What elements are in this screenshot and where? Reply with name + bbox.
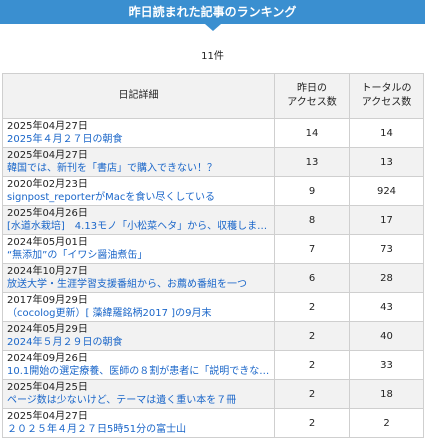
- total-count: 43: [349, 292, 424, 322]
- column-header-detail: 日記詳細: [2, 73, 275, 119]
- article-date: 2020年02月23日: [7, 178, 88, 190]
- total-count: 13: [349, 147, 424, 177]
- table-row: 2025年04月26日 [水道水栽培] 4.13モノ「小松菜ヘタ」から、収穫しま…: [2, 205, 424, 235]
- article-title-link[interactable]: “無添加”の「イワシ醤油煮缶」: [7, 249, 148, 261]
- article-title-link[interactable]: 2025年４月２７日の朝食: [7, 133, 123, 145]
- cell-detail: 2025年04月27日 2025年４月２７日の朝食: [2, 118, 275, 148]
- article-date: 2024年09月26日: [7, 352, 88, 364]
- cell-detail: 2024年05月01日 “無添加”の「イワシ醤油煮缶」: [2, 234, 275, 264]
- article-title-link[interactable]: [水道水栽培] 4.13モノ「小松菜ヘタ」から、収穫しま…: [7, 220, 268, 232]
- article-title-link[interactable]: 放送大学・生涯学習支援番組から、お薦め番組を一つ: [7, 278, 247, 290]
- article-date: 2025年04月26日: [7, 207, 88, 219]
- cell-detail: 2017年09月29日 （cocolog更新）[ 藻緯羅銘柄2017 ]の9月末: [2, 292, 275, 322]
- cell-detail: 2024年09月26日 10.1開始の選定療養、医師の８割が患者に「説明できな…: [2, 350, 275, 380]
- article-date: 2024年10月27日: [7, 265, 88, 277]
- cell-detail: 2025年04月25日 ページ数は少ないけど、テーマは遺く重い本を７冊: [2, 379, 275, 409]
- article-title-link[interactable]: 韓国では、新刊を「書店」で購入できない！？: [7, 162, 217, 174]
- article-date: 2024年05月01日: [7, 236, 88, 248]
- yesterday-count: 2: [274, 350, 350, 380]
- cell-detail: 2024年05月29日 2024年５月２９日の朝食: [2, 321, 275, 351]
- table-row: 2025年04月25日 ページ数は少ないけど、テーマは遺く重い本を７冊 2 18: [2, 379, 424, 409]
- yesterday-count: 2: [274, 292, 350, 322]
- total-count: 73: [349, 234, 424, 264]
- table-row: 2024年09月26日 10.1開始の選定療養、医師の８割が患者に「説明できな……: [2, 350, 424, 380]
- article-title-link[interactable]: （cocolog更新）[ 藻緯羅銘柄2017 ]の9月末: [7, 307, 212, 319]
- yesterday-count: 8: [274, 205, 350, 235]
- ranking-title: 昨日読まれた記事のランキング: [128, 5, 297, 19]
- total-count: 17: [349, 205, 424, 235]
- total-count: 40: [349, 321, 424, 351]
- article-date: 2025年04月27日: [7, 149, 88, 161]
- yesterday-count: 6: [274, 263, 350, 293]
- column-header-total-line2: アクセス数: [361, 97, 412, 108]
- total-count: 18: [349, 379, 424, 409]
- cell-detail: 2020年02月23日 signpost_reporterがMacを食い尽くして…: [2, 176, 275, 206]
- cell-detail: 2025年04月27日 韓国では、新刊を「書店」で購入できない！？: [2, 147, 275, 177]
- cell-detail: 2025年04月26日 [水道水栽培] 4.13モノ「小松菜ヘタ」から、収穫しま…: [2, 205, 275, 235]
- total-count: 924: [349, 176, 424, 206]
- yesterday-count: 2: [274, 321, 350, 351]
- yesterday-count: 2: [274, 379, 350, 409]
- table-row: 2025年04月27日 韓国では、新刊を「書店」で購入できない！？ 13 13: [2, 147, 424, 177]
- article-date: 2025年04月27日: [7, 410, 88, 422]
- article-date: 2024年05月29日: [7, 323, 88, 335]
- article-title-link[interactable]: ２０２５年４月２７日5時51分の富士山: [7, 423, 187, 435]
- article-date: 2025年04月25日: [7, 381, 88, 393]
- yesterday-count: 2: [274, 408, 350, 438]
- yesterday-count: 7: [274, 234, 350, 264]
- table-row: 2025年04月27日 ２０２５年４月２７日5時51分の富士山 2 2: [2, 408, 424, 438]
- column-header-total: トータルの アクセス数: [349, 73, 424, 119]
- table-row: 2024年05月01日 “無添加”の「イワシ醤油煮缶」 7 73: [2, 234, 424, 264]
- table-row: 2020年02月23日 signpost_reporterがMacを食い尽くして…: [2, 176, 424, 206]
- total-count: 14: [349, 118, 424, 148]
- column-header-total-line1: トータルの: [361, 83, 412, 94]
- cell-detail: 2025年04月27日 ２０２５年４月２７日5時51分の富士山: [2, 408, 275, 438]
- result-count: 11件: [201, 51, 224, 62]
- ranking-table: 日記詳細 昨日の アクセス数 トータルの アクセス数 2025年04月27日 2…: [2, 73, 424, 438]
- total-count: 33: [349, 350, 424, 380]
- table-header-row: 日記詳細 昨日の アクセス数 トータルの アクセス数: [2, 73, 424, 119]
- yesterday-count: 9: [274, 176, 350, 206]
- column-header-yesterday-line2: アクセス数: [287, 97, 337, 108]
- article-title-link[interactable]: 2024年５月２９日の朝食: [7, 336, 123, 348]
- article-title-link[interactable]: signpost_reporterがMacを食い尽くしている: [7, 191, 216, 203]
- cell-detail: 2024年10月27日 放送大学・生涯学習支援番組から、お薦め番組を一つ: [2, 263, 275, 293]
- total-count: 2: [349, 408, 424, 438]
- header-arrow: [204, 24, 221, 31]
- article-title-link[interactable]: 10.1開始の選定療養、医師の８割が患者に「説明できな…: [7, 365, 270, 377]
- table-row: 2025年04月27日 2025年４月２７日の朝食 14 14: [2, 118, 424, 148]
- table-row: 2017年09月29日 （cocolog更新）[ 藻緯羅銘柄2017 ]の9月末…: [2, 292, 424, 322]
- table-row: 2024年10月27日 放送大学・生涯学習支援番組から、お薦め番組を一つ 6 2…: [2, 263, 424, 293]
- article-title-link[interactable]: ページ数は少ないけど、テーマは遺く重い本を７冊: [7, 394, 237, 406]
- article-date: 2025年04月27日: [7, 120, 88, 132]
- ranking-header: 昨日読まれた記事のランキング: [0, 0, 425, 31]
- yesterday-count: 14: [274, 118, 350, 148]
- column-header-yesterday: 昨日の アクセス数: [274, 73, 350, 119]
- article-date: 2017年09月29日: [7, 294, 88, 306]
- yesterday-count: 13: [274, 147, 350, 177]
- table-row: 2024年05月29日 2024年５月２９日の朝食 2 40: [2, 321, 424, 351]
- total-count: 28: [349, 263, 424, 293]
- column-header-yesterday-line1: 昨日の: [297, 83, 327, 94]
